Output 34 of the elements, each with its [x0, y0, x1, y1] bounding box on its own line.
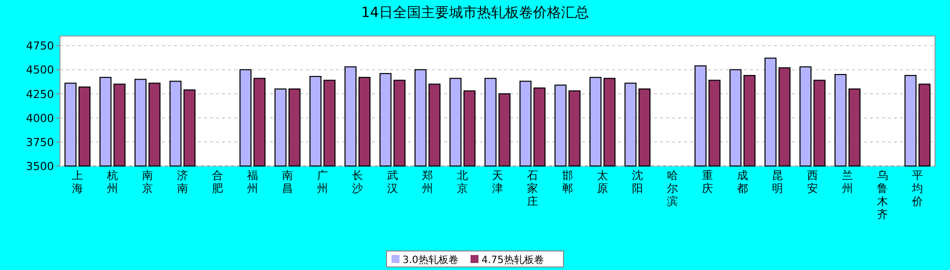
y-tick-label: 4500 [26, 64, 54, 77]
x-tick-label: 南京 [142, 169, 153, 195]
x-tick-label: 天津 [492, 169, 503, 195]
x-tick-label: 兰州 [842, 169, 853, 195]
x-tick-label: 上海 [72, 169, 83, 195]
x-tick-label: 济南 [177, 169, 188, 195]
x-tick-label: 武汉 [387, 169, 398, 195]
x-tick-label: 杭州 [106, 169, 118, 195]
x-tick-label: 乌鲁木齐 [877, 169, 888, 221]
x-tick-label: 石家庄 [527, 169, 538, 208]
x-tick-label: 昆明 [772, 169, 783, 195]
y-tick-label: 4000 [26, 112, 54, 125]
y-tick-label: 3500 [26, 160, 54, 173]
x-tick-label: 重庆 [702, 169, 713, 195]
x-tick-label: 广州 [317, 169, 328, 195]
x-tick-label: 西安 [807, 169, 818, 195]
x-tick-label: 哈尔滨 [667, 169, 678, 208]
y-tick-label: 4250 [26, 88, 54, 101]
x-tick-label: 福州 [247, 169, 258, 195]
x-tick-label: 邯郸 [562, 169, 573, 195]
legend-label: 3.0热轧板卷 [402, 254, 458, 266]
x-tick-label: 北京 [457, 169, 468, 195]
legend-label: 4.75热轧板卷 [482, 254, 544, 266]
x-tick-label: 成都 [737, 169, 748, 195]
x-tick-label: 南昌 [282, 169, 293, 195]
x-tick-label: 合肥 [212, 169, 223, 195]
x-tick-label: 平均价 [911, 169, 923, 208]
y-tick-label: 3750 [26, 136, 54, 149]
chart-title: 14日全国主要城市热轧板卷价格汇总 [361, 5, 589, 21]
y-tick-label: 4750 [26, 40, 54, 53]
x-tick-label: 太原 [597, 169, 608, 195]
x-tick-label: 长沙 [352, 169, 363, 195]
x-tick-label: 郑州 [422, 169, 433, 195]
x-tick-label: 沈阳 [632, 169, 643, 195]
